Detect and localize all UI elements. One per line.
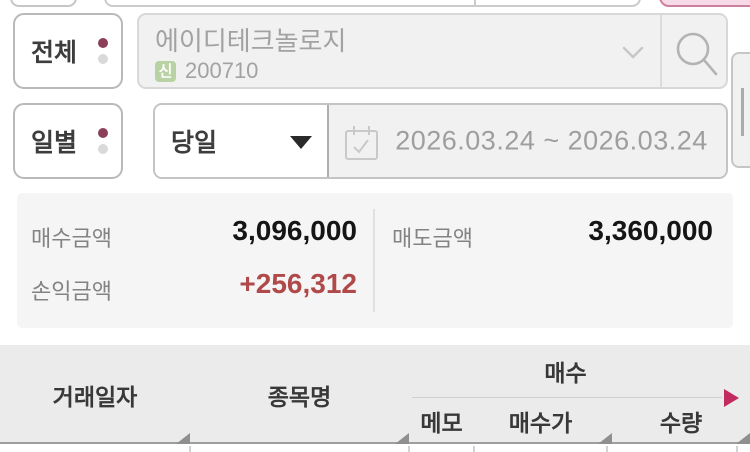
sell-amount-label: 매도금액 <box>392 226 473 251</box>
sell-amount-value: 3,360,000 <box>588 215 713 246</box>
stock-search-field[interactable]: 에이디테크놀로지 신 200710 <box>137 13 728 89</box>
profit-loss-value: +256,312 <box>239 268 357 299</box>
grip-line <box>741 88 744 136</box>
stock-code: 200710 <box>185 58 259 83</box>
column-group-buy[interactable]: 매수 <box>544 360 587 386</box>
filter-all-label: 전체 <box>31 39 78 67</box>
previous-row-button[interactable] <box>10 0 77 7</box>
stock-code-line: 신 200710 <box>155 58 258 84</box>
column-resize-handle[interactable] <box>176 433 190 444</box>
column-header-memo[interactable]: 메모 <box>420 409 463 436</box>
previous-row-pink-button[interactable] <box>659 0 750 7</box>
toggle-state-dots <box>98 38 108 64</box>
buy-amount-label: 매수금액 <box>31 226 112 251</box>
cell-border <box>408 446 410 452</box>
stock-name: 에이디테크놀로지 <box>155 26 347 56</box>
filter-all-button[interactable]: 전체 <box>13 13 123 89</box>
column-header-quantity[interactable]: 수량 <box>659 409 703 436</box>
period-preset-dropdown[interactable]: 당일 <box>155 105 327 177</box>
calendar-icon[interactable] <box>344 124 380 162</box>
group-underline <box>412 397 722 398</box>
filter-daily-label: 일별 <box>31 129 78 157</box>
new-listing-badge: 신 <box>155 60 176 82</box>
divider <box>373 209 375 312</box>
divider <box>474 0 476 5</box>
divider <box>327 105 329 177</box>
table-row <box>0 446 750 452</box>
search-icon[interactable] <box>669 25 721 83</box>
column-resize-handle[interactable] <box>598 433 612 444</box>
cell-border <box>736 446 738 452</box>
column-resize-handle[interactable] <box>395 433 409 444</box>
side-panel-handle[interactable] <box>731 52 750 168</box>
period-field: 당일 2026.03.24 ~ 2026.03.24 <box>153 103 728 179</box>
summary-panel: 매수금액 3,096,000 매도금액 3,360,000 손익금액 +256,… <box>17 193 733 328</box>
buy-amount-value: 3,096,000 <box>232 215 357 246</box>
inactive-dot <box>98 144 108 154</box>
trade-table-header: 거래일자 종목명 매수 메모 매수가 수량 <box>0 345 750 444</box>
cell-border <box>473 446 475 452</box>
column-resize-handle[interactable] <box>736 433 750 444</box>
column-header-trade-date[interactable]: 거래일자 <box>52 383 138 410</box>
chevron-down-icon[interactable] <box>621 45 645 60</box>
toggle-state-dots <box>98 128 108 154</box>
previous-row-field[interactable] <box>104 0 641 7</box>
scroll-more-columns-icon[interactable] <box>724 389 739 407</box>
inactive-dot <box>98 54 108 64</box>
filter-daily-button[interactable]: 일별 <box>13 103 123 179</box>
profit-loss-label: 손익금액 <box>31 279 112 304</box>
column-header-buy-price[interactable]: 매수가 <box>508 409 573 436</box>
column-header-stock-name[interactable]: 종목명 <box>267 383 332 410</box>
cell-border <box>189 446 191 452</box>
date-range-value[interactable]: 2026.03.24 ~ 2026.03.24 <box>395 125 708 156</box>
caret-down-icon <box>290 136 312 149</box>
active-dot <box>98 128 108 138</box>
divider <box>660 15 662 87</box>
cell-border <box>606 446 608 452</box>
period-preset-label: 당일 <box>171 129 218 157</box>
active-dot <box>98 38 108 48</box>
